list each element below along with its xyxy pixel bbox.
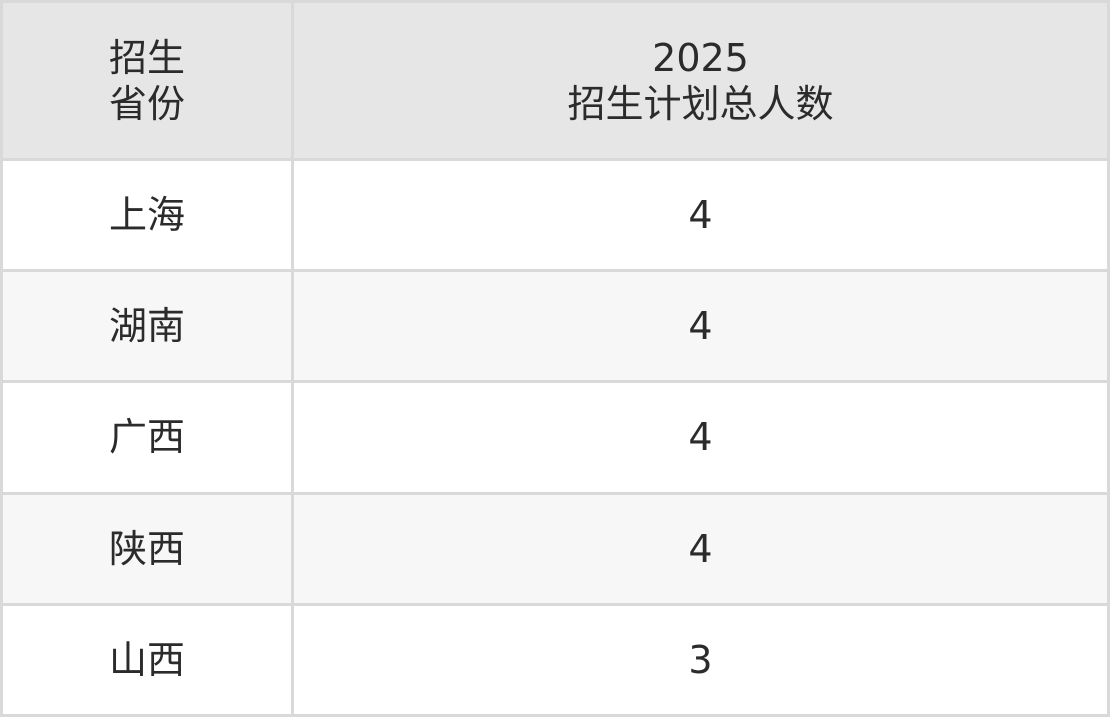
header-province-line2: 省份 bbox=[108, 81, 185, 126]
province-cell: 陕西 bbox=[0, 491, 294, 606]
total-cell: 4 bbox=[291, 157, 1110, 273]
province-cell: 上海 bbox=[0, 157, 294, 273]
header-total-line2: 招生计划总人数 bbox=[567, 81, 834, 126]
province-cell: 广西 bbox=[0, 380, 294, 495]
table-row: 上海 4 bbox=[0, 157, 1110, 273]
table-row: 山西 3 bbox=[0, 602, 1110, 717]
header-province-line1: 招生 bbox=[108, 35, 185, 80]
total-cell: 4 bbox=[291, 491, 1110, 606]
total-cell: 3 bbox=[291, 602, 1110, 717]
province-cell: 湖南 bbox=[0, 269, 294, 384]
header-total: 2025 招生计划总人数 bbox=[291, 0, 1110, 161]
table-row: 广西 4 bbox=[0, 380, 1110, 495]
province-cell: 山西 bbox=[0, 602, 294, 717]
table-row: 陕西 4 bbox=[0, 491, 1110, 606]
table-row: 湖南 4 bbox=[0, 269, 1110, 384]
total-cell: 4 bbox=[291, 380, 1110, 495]
header-row: 招生 省份 2025 招生计划总人数 bbox=[0, 0, 1110, 161]
header-province: 招生 省份 bbox=[0, 0, 294, 161]
total-cell: 4 bbox=[291, 269, 1110, 384]
header-total-line1: 2025 bbox=[652, 35, 749, 80]
